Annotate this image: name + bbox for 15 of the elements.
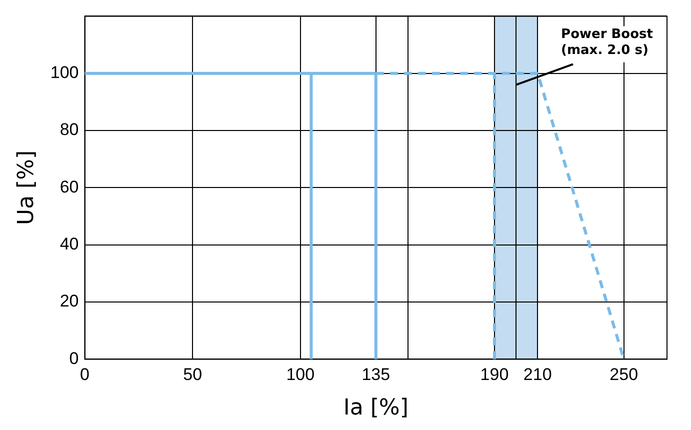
- x-tick-label: 100: [286, 365, 315, 384]
- y-tick-label: 0: [69, 348, 79, 368]
- x-tick-label: 50: [183, 365, 202, 384]
- y-tick-label: 40: [60, 234, 79, 254]
- x-tick-label: 190: [480, 365, 509, 384]
- y-tick-label: 60: [60, 177, 79, 196]
- x-tick-label: 135: [362, 365, 390, 384]
- y-tick-label: 20: [60, 292, 79, 311]
- y-tick-label: 80: [60, 120, 79, 140]
- y-axis-title: Ua [%]: [14, 150, 39, 226]
- y-tick-label: 100: [50, 63, 79, 82]
- x-axis-title: Ia [%]: [343, 396, 408, 421]
- x-tick-label: 210: [523, 365, 552, 384]
- x-tick-label: 250: [610, 365, 638, 384]
- annotation: Power Boost (max. 2.0 s): [561, 27, 654, 58]
